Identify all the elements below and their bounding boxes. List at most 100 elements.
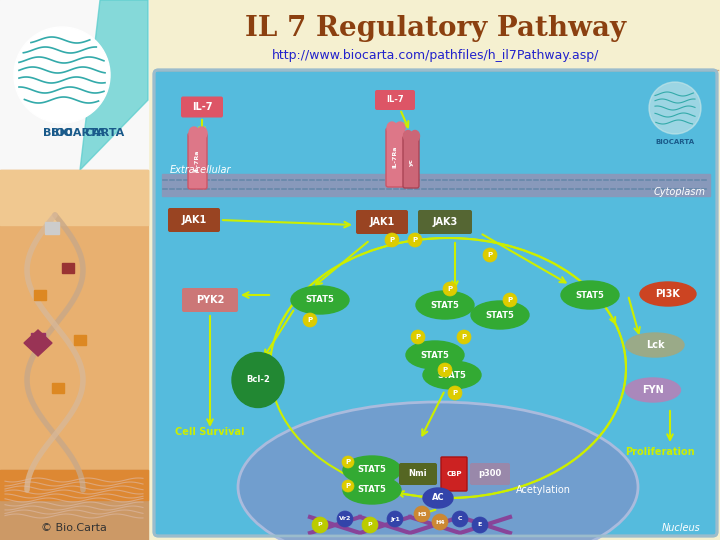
Text: STAT5: STAT5 xyxy=(420,350,449,360)
FancyBboxPatch shape xyxy=(441,457,467,491)
Text: Cell Survival: Cell Survival xyxy=(175,427,245,437)
Ellipse shape xyxy=(343,456,401,484)
Circle shape xyxy=(342,480,354,492)
Text: Acetylation: Acetylation xyxy=(516,485,571,495)
Ellipse shape xyxy=(416,291,474,319)
Bar xyxy=(0,170,148,225)
Text: AC: AC xyxy=(432,494,444,503)
Ellipse shape xyxy=(423,488,453,508)
FancyBboxPatch shape xyxy=(356,210,408,234)
Ellipse shape xyxy=(410,131,420,141)
Text: P: P xyxy=(508,297,513,303)
Circle shape xyxy=(342,456,354,468)
Text: IL-7Ra: IL-7Ra xyxy=(392,146,397,168)
Polygon shape xyxy=(80,0,148,170)
Polygon shape xyxy=(24,330,52,356)
Text: yc: yc xyxy=(408,158,413,166)
Text: P: P xyxy=(318,523,323,528)
Text: STAT5: STAT5 xyxy=(575,291,604,300)
Bar xyxy=(52,383,64,393)
Circle shape xyxy=(503,293,517,307)
Text: P: P xyxy=(368,523,372,528)
Circle shape xyxy=(649,82,701,134)
Ellipse shape xyxy=(238,402,638,540)
Text: Lck: Lck xyxy=(646,340,665,350)
Text: IL-7Ra: IL-7Ra xyxy=(194,150,199,172)
Text: http://www.biocarta.com/pathfiles/h_il7Pathway.asp/: http://www.biocarta.com/pathfiles/h_il7P… xyxy=(272,50,600,63)
Text: P: P xyxy=(307,317,312,323)
Bar xyxy=(45,222,59,234)
Ellipse shape xyxy=(291,286,349,314)
Text: P: P xyxy=(442,367,448,373)
Text: H4: H4 xyxy=(435,519,445,524)
Text: BIO: BIO xyxy=(51,128,73,138)
FancyBboxPatch shape xyxy=(418,210,472,234)
Circle shape xyxy=(483,248,497,262)
Text: Cytoplasm: Cytoplasm xyxy=(654,187,706,197)
Ellipse shape xyxy=(197,127,207,139)
FancyBboxPatch shape xyxy=(470,463,510,485)
Circle shape xyxy=(414,506,430,522)
Text: Proliferation: Proliferation xyxy=(625,447,695,457)
Text: Jr1: Jr1 xyxy=(390,516,400,522)
Circle shape xyxy=(387,511,403,527)
Circle shape xyxy=(14,27,110,123)
FancyBboxPatch shape xyxy=(375,90,415,110)
Ellipse shape xyxy=(406,341,464,369)
Text: JAK3: JAK3 xyxy=(433,217,458,227)
Text: Extracellular: Extracellular xyxy=(170,165,232,175)
Text: P: P xyxy=(452,390,458,396)
Text: IL 7 Regulatory Pathway: IL 7 Regulatory Pathway xyxy=(246,15,626,42)
Text: P: P xyxy=(462,334,467,340)
FancyBboxPatch shape xyxy=(403,136,419,188)
FancyBboxPatch shape xyxy=(168,208,220,232)
Bar xyxy=(31,333,45,347)
Bar xyxy=(0,170,148,470)
Text: P: P xyxy=(346,483,351,489)
Text: P: P xyxy=(447,286,453,292)
Text: STAT5: STAT5 xyxy=(431,300,459,309)
Circle shape xyxy=(457,330,471,344)
FancyBboxPatch shape xyxy=(154,70,717,536)
Circle shape xyxy=(443,282,457,296)
Text: Bcl-2: Bcl-2 xyxy=(246,375,270,384)
Bar xyxy=(0,470,148,500)
Bar xyxy=(62,263,74,273)
Text: STAT5: STAT5 xyxy=(358,485,387,495)
Ellipse shape xyxy=(640,282,696,306)
FancyBboxPatch shape xyxy=(188,133,207,189)
Text: Nmi: Nmi xyxy=(409,469,427,478)
Text: © Bio.Carta: © Bio.Carta xyxy=(41,523,107,533)
Text: PYK2: PYK2 xyxy=(196,295,224,305)
Text: BIOCARTA: BIOCARTA xyxy=(43,128,105,138)
FancyBboxPatch shape xyxy=(182,288,238,312)
Circle shape xyxy=(385,233,399,247)
Circle shape xyxy=(472,517,488,533)
Circle shape xyxy=(448,386,462,400)
Circle shape xyxy=(303,313,317,327)
Text: P: P xyxy=(346,459,351,465)
Text: H3: H3 xyxy=(417,511,427,516)
FancyBboxPatch shape xyxy=(399,463,437,485)
Ellipse shape xyxy=(395,122,405,134)
Ellipse shape xyxy=(232,353,284,408)
Circle shape xyxy=(411,330,425,344)
Circle shape xyxy=(408,233,422,247)
Text: E: E xyxy=(478,523,482,528)
FancyBboxPatch shape xyxy=(181,97,223,118)
Ellipse shape xyxy=(189,127,199,139)
Bar xyxy=(74,335,86,345)
Text: C: C xyxy=(458,516,462,522)
Text: BIOCARTA: BIOCARTA xyxy=(655,139,695,145)
Text: JAK1: JAK1 xyxy=(369,217,395,227)
Circle shape xyxy=(362,517,378,533)
Text: IL-7: IL-7 xyxy=(386,96,404,105)
Text: PI3K: PI3K xyxy=(656,289,680,299)
Bar xyxy=(0,0,148,170)
Text: STAT5: STAT5 xyxy=(485,310,514,320)
Bar xyxy=(34,290,46,300)
Text: P: P xyxy=(413,237,418,243)
Ellipse shape xyxy=(626,333,684,357)
Text: STAT5: STAT5 xyxy=(438,370,467,380)
Ellipse shape xyxy=(387,122,397,134)
